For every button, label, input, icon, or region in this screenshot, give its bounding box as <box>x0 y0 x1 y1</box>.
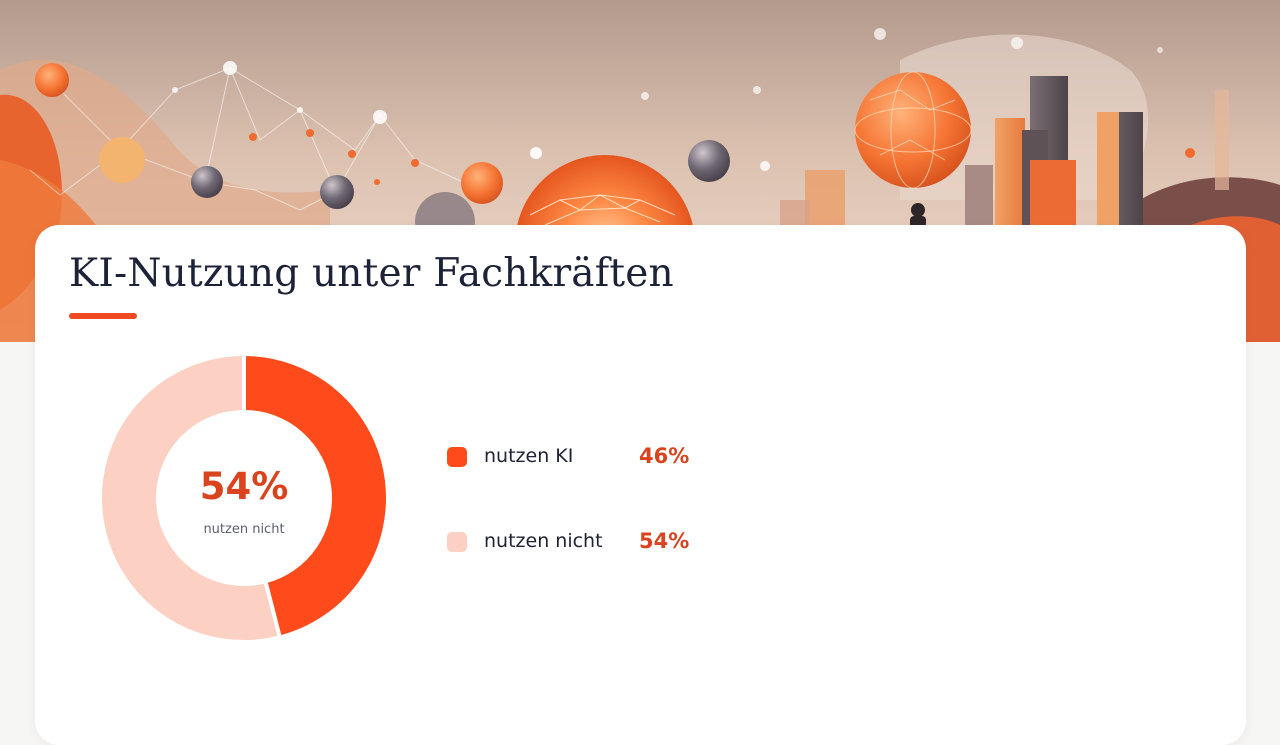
legend-value: 46% <box>639 444 690 468</box>
legend-value: 54% <box>639 529 690 553</box>
center-value: 54% <box>199 465 289 508</box>
donut-chart <box>98 352 390 644</box>
title-underline <box>69 313 137 319</box>
legend-item-nutzen-ki: nutzen KI 46% <box>447 444 747 469</box>
donut-slice-nutzen-nicht <box>98 352 282 644</box>
legend-label: nutzen KI <box>484 445 574 467</box>
legend-swatch-nutzen-nicht <box>447 532 467 552</box>
content-card: KI-Nutzung unter Fachkräften 54% nutzen … <box>35 225 1246 745</box>
legend-swatch-nutzen-ki <box>447 447 467 467</box>
page-title: KI-Nutzung unter Fachkräften <box>69 251 674 296</box>
legend-label: nutzen nicht <box>484 530 603 552</box>
legend-item-nutzen-nicht: nutzen nicht 54% <box>447 529 747 554</box>
donut-slice-nutzen-ki <box>242 352 390 640</box>
center-label: nutzen nicht <box>203 522 285 537</box>
